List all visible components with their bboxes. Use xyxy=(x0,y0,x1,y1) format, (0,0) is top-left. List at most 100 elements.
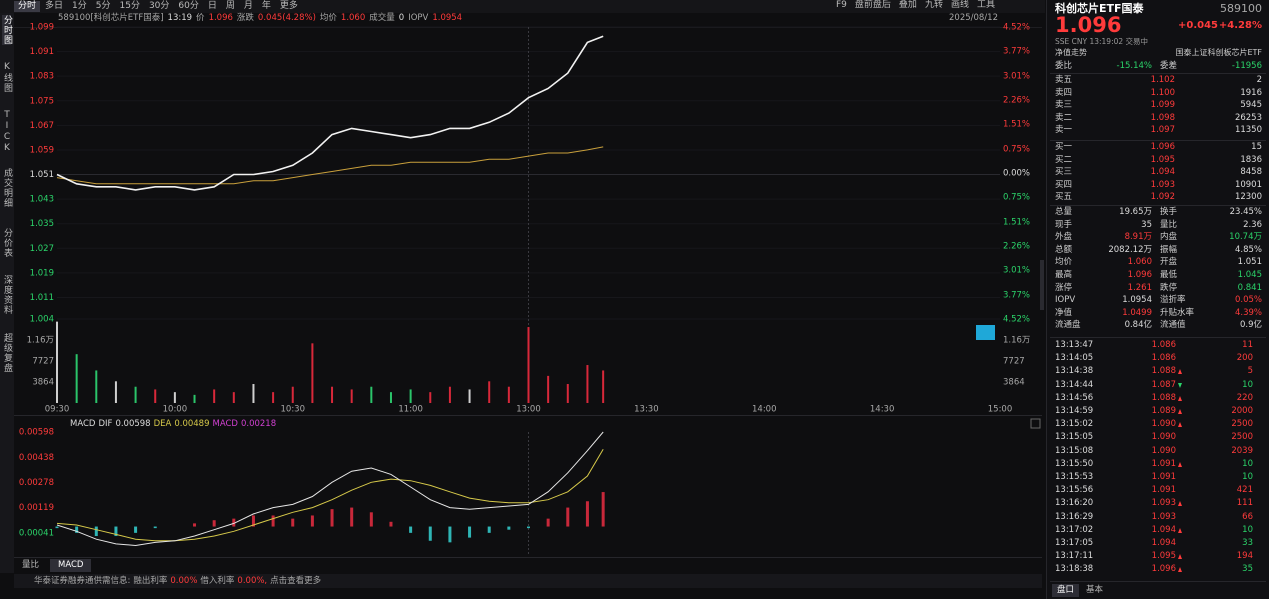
stat-label: 溢折率 xyxy=(1160,295,1186,306)
volume-bar xyxy=(331,386,334,403)
volume-bar xyxy=(252,384,255,403)
y-tick-label: 1.059 xyxy=(30,145,54,155)
tick-time: 13:14:56 xyxy=(1055,392,1094,403)
tool-button[interactable]: 工具 xyxy=(976,0,995,10)
sidebar-tab[interactable]: 分价表 xyxy=(2,228,12,258)
tool-button[interactable]: 画线 xyxy=(950,0,969,10)
tick-arrow xyxy=(1178,567,1182,573)
macd-header-item: 0.00598 xyxy=(115,419,151,429)
wc-label: 委差 xyxy=(1160,61,1178,71)
book-label: 买三 xyxy=(1055,167,1073,178)
sidebar-tab[interactable]: 深度资料 xyxy=(2,275,12,315)
info-code-name: 589100[科创芯片ETF国泰] xyxy=(58,13,164,23)
macd-bar xyxy=(75,526,79,533)
price-line xyxy=(56,35,604,191)
info-price-label: 价 xyxy=(196,13,205,23)
book-label: 卖三 xyxy=(1055,100,1073,111)
tick-time: 13:16:29 xyxy=(1055,511,1094,522)
sidebar-tab[interactable]: 成交明细 xyxy=(2,168,12,208)
volume-bar xyxy=(586,365,589,403)
book-volume: 1836 xyxy=(1240,154,1262,165)
tick-price: 1.087 xyxy=(1151,379,1176,390)
sidebar-tab[interactable]: 超级复盘 xyxy=(2,333,12,373)
stat-label: 跌停 xyxy=(1160,282,1178,293)
toolbar-tab[interactable]: 更多 xyxy=(279,1,298,11)
stat-label: 量比 xyxy=(1160,219,1178,230)
toolbar-tab[interactable]: 多日 xyxy=(45,1,64,11)
tick-price: 1.095 xyxy=(1151,551,1176,562)
info-volume: 0 xyxy=(398,13,405,23)
stat-value: 4.85% xyxy=(1234,244,1262,255)
close-button[interactable] xyxy=(1030,418,1041,429)
tick-price: 1.086 xyxy=(1151,340,1176,350)
macd-tick-label: 0.00041 xyxy=(19,529,54,539)
info-change-label: 涨跌 xyxy=(236,13,254,23)
book-price: 1.102 xyxy=(1150,75,1175,85)
toolbar-tab[interactable]: 日 xyxy=(207,1,217,11)
toolbar-tab[interactable]: 30分 xyxy=(148,1,170,11)
volume-bar xyxy=(448,386,451,403)
stat-label: 净值 xyxy=(1055,307,1073,318)
toolbar-tab[interactable]: 60分 xyxy=(178,1,199,11)
macd-bar xyxy=(212,520,216,527)
toolbar-tab[interactable]: 月 xyxy=(243,1,253,11)
toolbar-tab[interactable]: 年 xyxy=(261,1,271,11)
avg-line xyxy=(56,146,604,185)
notice-link[interactable]: 点击查看更多 xyxy=(270,575,322,586)
bottom-tab[interactable]: 量比 xyxy=(22,560,40,570)
sidebar-tab[interactable]: K线图 xyxy=(2,62,12,93)
volume-bar xyxy=(429,392,432,403)
stat-value: 1.0954 xyxy=(1122,295,1152,306)
sidebar-tab[interactable]: TICK xyxy=(2,110,12,154)
stat-label: 外盘 xyxy=(1055,232,1073,243)
info-time: 13:19 xyxy=(167,13,193,23)
macd-bar xyxy=(114,526,118,537)
quote-code: 589100 xyxy=(1220,2,1262,15)
notice-rate-out-label: 融出利率 xyxy=(133,575,168,586)
macd-bar xyxy=(448,526,452,543)
wb-value: -15.14% xyxy=(1116,61,1152,71)
quote-name: 科创芯片ETF国泰 xyxy=(1055,2,1144,15)
tick-volume: 10 xyxy=(1242,379,1253,390)
volume-bar xyxy=(134,386,137,403)
y2-tick-label: 0.00% xyxy=(1003,169,1030,179)
volume-bar xyxy=(389,392,392,403)
book-volume: 12300 xyxy=(1234,192,1262,203)
stat-value: 23.45% xyxy=(1229,207,1262,217)
panel-divider xyxy=(1050,205,1266,206)
tick-time: 13:14:44 xyxy=(1055,379,1094,390)
wc-value: -11956 xyxy=(1231,61,1262,71)
scrollbar xyxy=(1040,260,1044,310)
tool-button[interactable]: 叠加 xyxy=(898,0,917,10)
macd-bar xyxy=(585,501,589,527)
panel-divider xyxy=(1050,140,1266,141)
y2-tick-label: 0.75% xyxy=(1003,144,1030,154)
info-iopv: 1.0954 xyxy=(432,13,463,23)
sidebar-tab[interactable]: 分时图 xyxy=(2,15,12,45)
tick-volume: 194 xyxy=(1236,551,1253,562)
volume-bar xyxy=(311,343,314,403)
panel-tab[interactable]: 基本 xyxy=(1086,585,1104,595)
tick-volume: 2039 xyxy=(1231,445,1253,456)
panel-tab[interactable]: 盘口 xyxy=(1052,584,1080,597)
toolbar-tab[interactable]: 周 xyxy=(225,1,235,11)
chart-area: 1.099 1.091 1.083 1.075 1.067 1.059 1.051 1.043… xyxy=(0,13,1044,573)
tool-button[interactable]: 盘前盘后 xyxy=(854,0,891,10)
x-tick-label: 10:30 xyxy=(281,405,306,415)
book-price: 1.093 xyxy=(1150,179,1175,190)
nav-link[interactable]: 净值走势 xyxy=(1055,48,1087,57)
macd-bar xyxy=(232,518,236,527)
toolbar-tab[interactable]: 分时 xyxy=(14,1,41,12)
tick-time: 13:16:20 xyxy=(1055,498,1094,509)
toolbar-tab[interactable]: 15分 xyxy=(119,1,140,11)
tool-button[interactable]: 九转 xyxy=(924,0,943,10)
notice-rate-in: 0.00%, xyxy=(237,575,268,586)
toolbar-tab[interactable]: 1分 xyxy=(72,1,87,11)
y2-tick-label: 1.51% xyxy=(1003,120,1030,130)
toolbar-tab[interactable]: 5分 xyxy=(95,1,111,11)
bottom-tab[interactable]: MACD xyxy=(50,559,92,572)
macd-tick-label: 0.00278 xyxy=(19,478,54,488)
x-tick-label: 15:00 xyxy=(988,405,1013,415)
tool-button[interactable]: F9 xyxy=(836,0,847,10)
float-icon[interactable] xyxy=(976,325,995,340)
